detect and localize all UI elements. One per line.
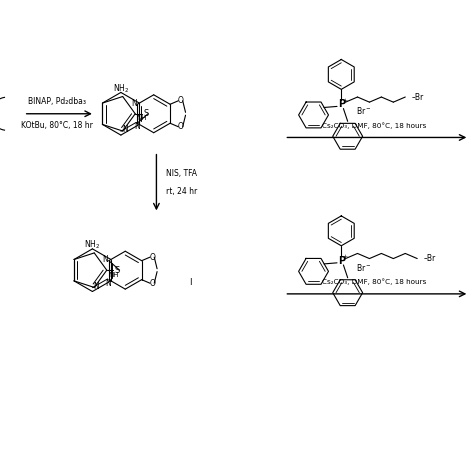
Text: N: N [134, 122, 140, 131]
Text: +: + [342, 98, 347, 102]
Text: Br$^-$: Br$^-$ [356, 105, 372, 116]
Text: P: P [337, 255, 345, 266]
Text: P: P [337, 99, 345, 109]
Text: N: N [102, 255, 108, 264]
Text: Br$^-$: Br$^-$ [356, 262, 372, 273]
Text: O: O [178, 96, 184, 105]
Text: Cs₂CO₃, DMF, 80°C, 18 hours: Cs₂CO₃, DMF, 80°C, 18 hours [322, 122, 427, 129]
Text: KOtBu, 80°C, 18 hr: KOtBu, 80°C, 18 hr [21, 121, 93, 130]
Text: NIS, TFA: NIS, TFA [166, 169, 197, 177]
Text: NH: NH [137, 116, 147, 121]
Text: BINAP, Pd₂dba₃: BINAP, Pd₂dba₃ [28, 98, 86, 106]
Text: O: O [149, 279, 155, 288]
Text: rt, 24 hr: rt, 24 hr [166, 188, 197, 196]
Text: N: N [94, 282, 100, 291]
Text: S: S [115, 266, 120, 274]
Text: N: N [122, 125, 128, 134]
Text: –Br: –Br [424, 254, 436, 263]
Text: +: + [342, 254, 347, 259]
Text: NH$_2$: NH$_2$ [84, 239, 100, 251]
Text: –Br: –Br [411, 92, 424, 101]
Text: Cs₂CO₃, DMF, 80°C, 18 hours: Cs₂CO₃, DMF, 80°C, 18 hours [322, 279, 427, 285]
Text: N: N [131, 99, 137, 108]
Text: N: N [106, 279, 111, 288]
Text: I: I [190, 278, 192, 286]
Text: O: O [178, 122, 184, 131]
Text: NH: NH [108, 272, 118, 278]
Text: NH$_2$: NH$_2$ [113, 82, 129, 95]
Text: S: S [143, 109, 148, 118]
Text: O: O [149, 253, 155, 262]
